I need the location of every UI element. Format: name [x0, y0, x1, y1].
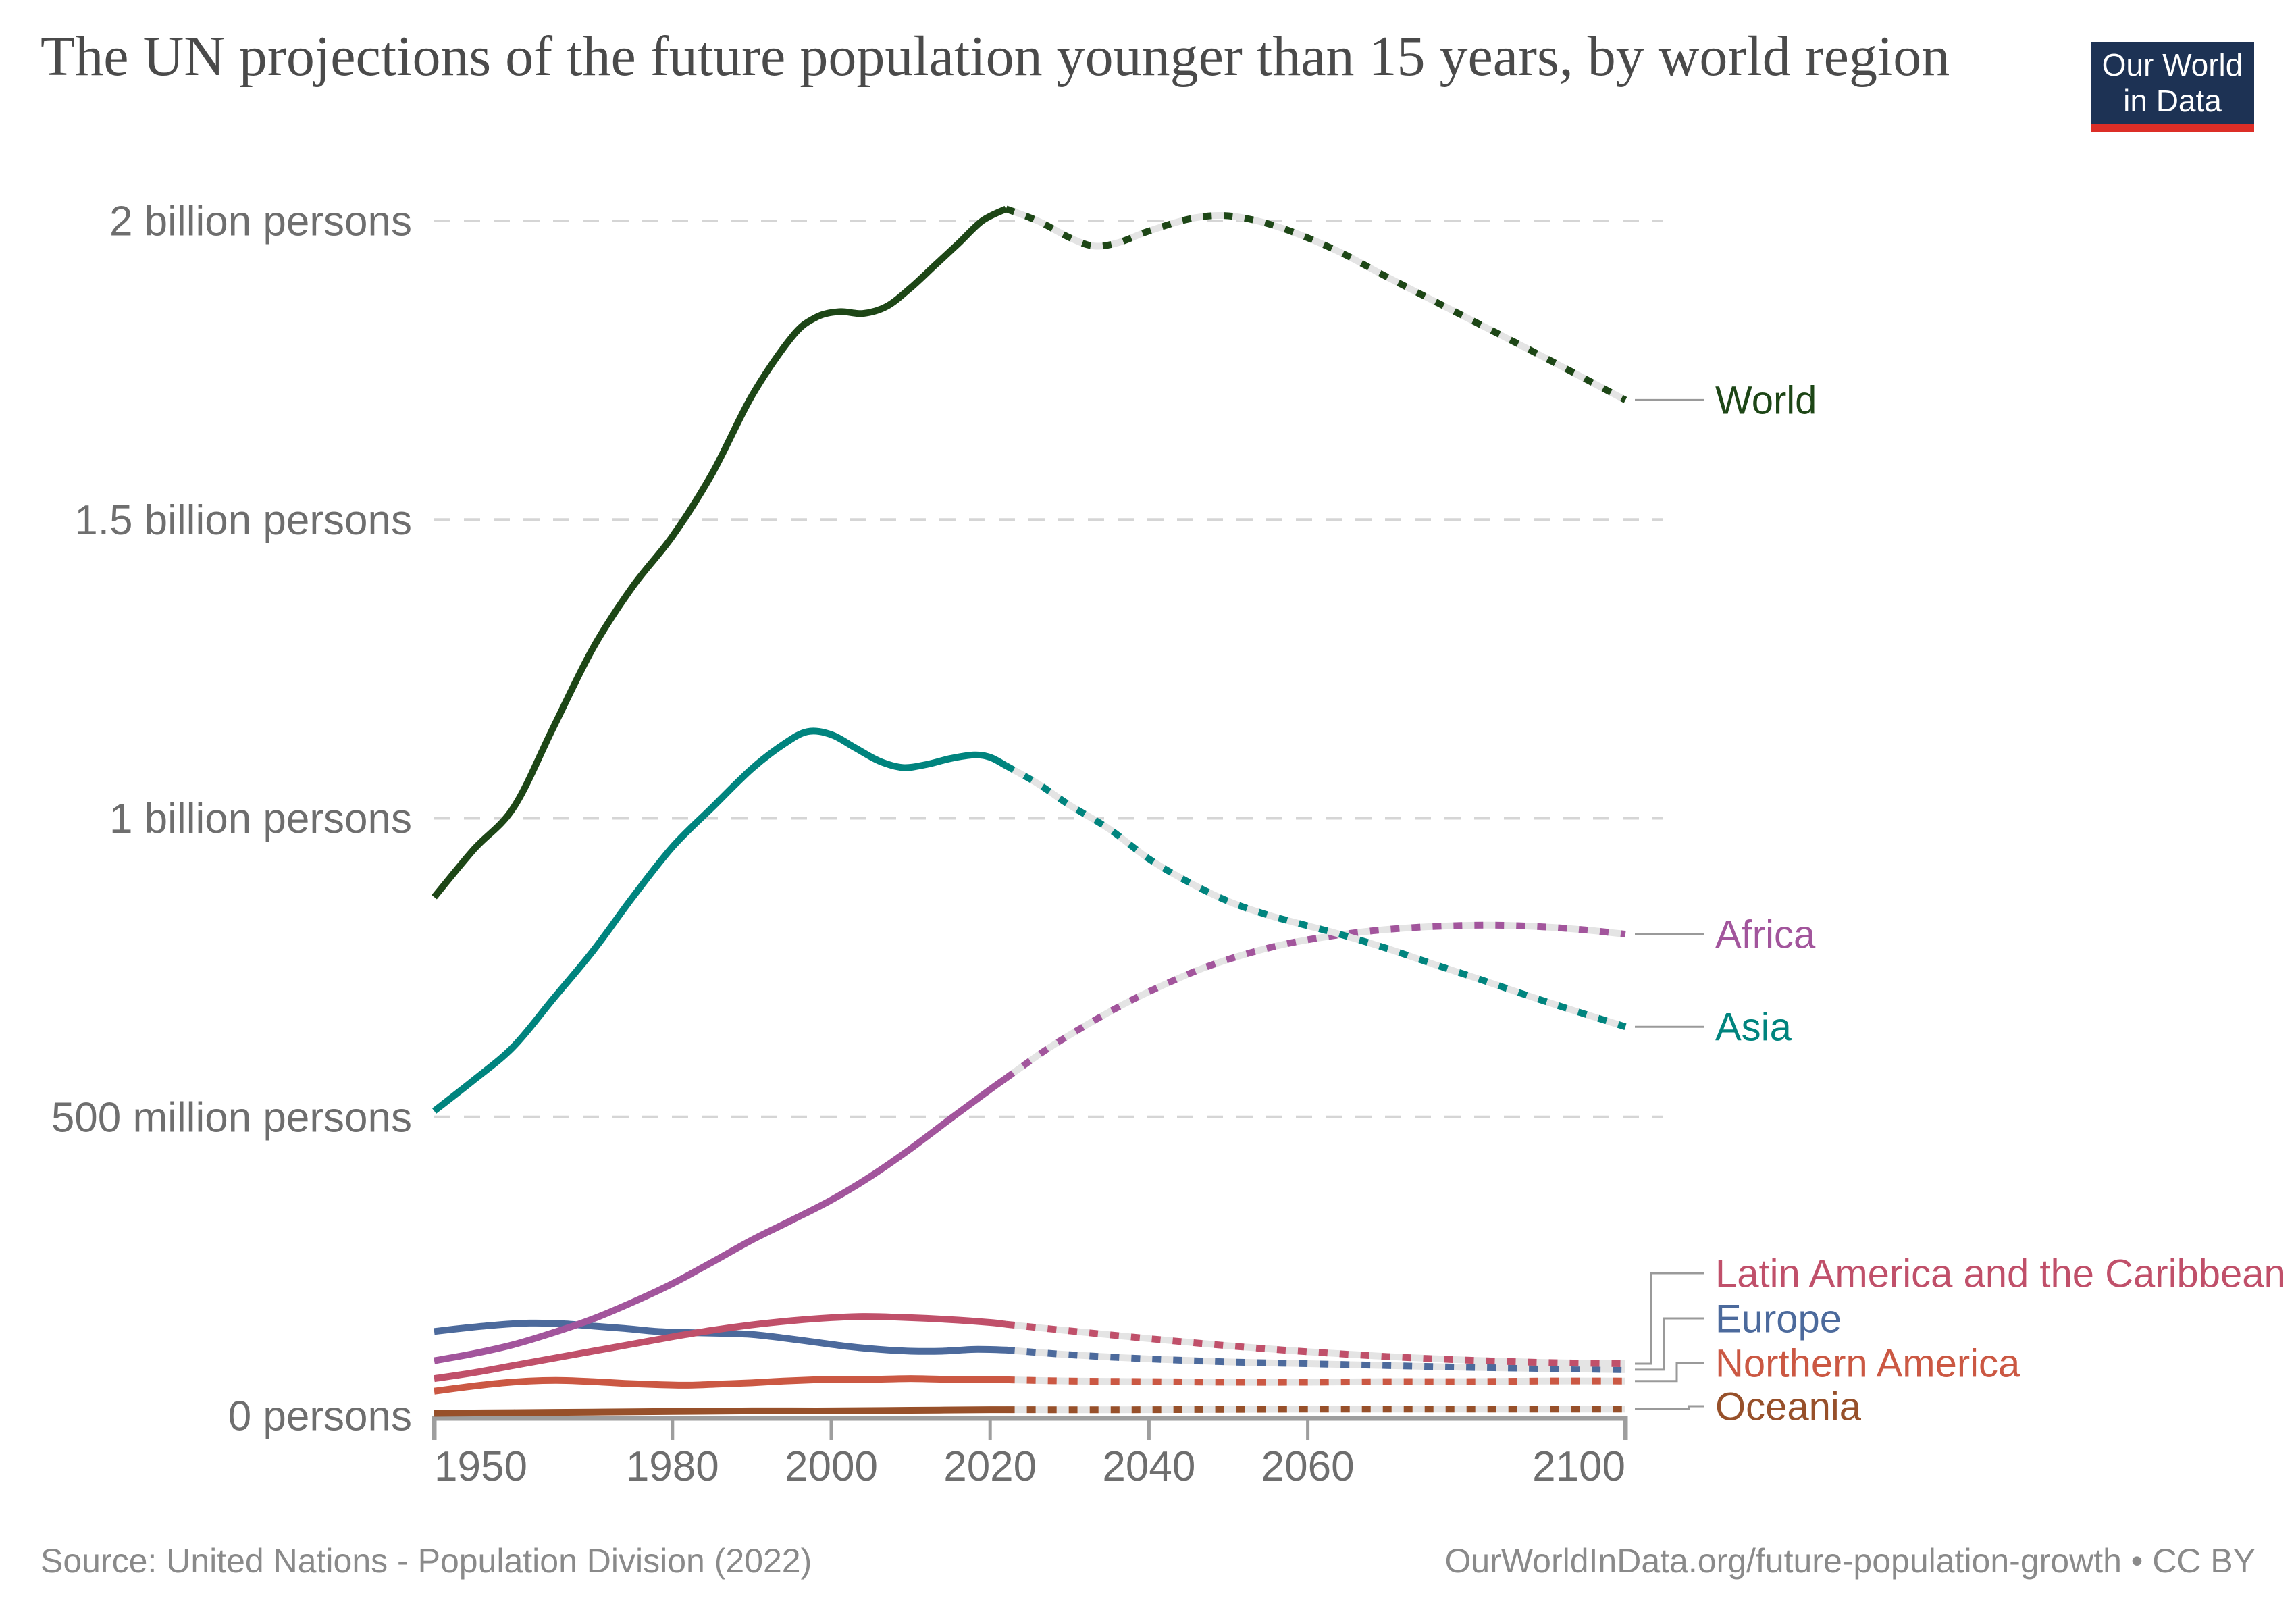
- x-axis-line: [432, 1416, 1628, 1440]
- series-label-europe[interactable]: Europe: [1715, 1297, 1842, 1341]
- europe-line-estimate: [434, 1319, 1006, 1355]
- source-note: Source: United Nations - Population Divi…: [41, 1542, 812, 1580]
- world-line-estimate: [432, 205, 1008, 900]
- y-axis-label-500m: 500 million persons: [51, 1094, 412, 1141]
- oceania-label-connector: [1635, 1405, 1704, 1410]
- series-label-latin-america-and-the-caribbean[interactable]: Latin America and the Caribbean: [1715, 1252, 2286, 1295]
- latin-america-and-the-caribbean-line-projection-underlay: [1006, 1320, 1626, 1368]
- latin-america-and-the-caribbean-line-estimate: [434, 1313, 1007, 1383]
- world-line-projected: [1004, 205, 1627, 403]
- asia-line-estimate: [432, 727, 1008, 1114]
- series-label-oceania[interactable]: Oceania: [1715, 1385, 1862, 1429]
- x-axis-label-1980: 1980: [626, 1443, 719, 1490]
- credit-link[interactable]: OurWorldInData.org/future-population-gro…: [1444, 1542, 2255, 1580]
- europe-label-connector: [1635, 1317, 1704, 1371]
- y-axis-label-2000m: 2 billion persons: [109, 199, 412, 245]
- northern-america-label-connector: [1635, 1362, 1704, 1383]
- x-axis-label-2060: 2060: [1261, 1443, 1355, 1490]
- asia-line-projection-underlay: [1004, 763, 1627, 1030]
- owid-logo-box: Our World in Data: [2091, 42, 2254, 124]
- chart-title: The UN projections of the future populat…: [41, 25, 1950, 88]
- latin-america-and-the-caribbean-label-connector: [1635, 1272, 1704, 1365]
- x-axis-label-2100: 2100: [1532, 1443, 1625, 1490]
- oceania-line-projected: [1006, 1406, 1625, 1414]
- owid-logo-line2: in Data: [2123, 82, 2222, 118]
- y-axis-label-0m: 0 persons: [228, 1393, 412, 1440]
- series-label-asia[interactable]: Asia: [1715, 1005, 1792, 1049]
- y-axis-label-1000m: 1 billion persons: [109, 796, 412, 842]
- northern-america-line-estimate: [434, 1375, 1006, 1395]
- x-axis-label-2040: 2040: [1102, 1443, 1195, 1490]
- series-label-northern-america[interactable]: Northern America: [1715, 1341, 2020, 1385]
- chart-footer: Source: United Nations - Population Divi…: [0, 1535, 2296, 1589]
- africa-line-projected: [1003, 921, 1626, 1081]
- x-axis-label-1950: 1950: [434, 1443, 527, 1490]
- y-axis-label-1500m: 1.5 billion persons: [74, 497, 412, 544]
- oceania-line-estimate: [434, 1406, 1006, 1417]
- northern-america-line-projected: [1006, 1376, 1626, 1386]
- europe-line-projection-underlay: [1006, 1346, 1626, 1373]
- africa-line-estimate: [434, 1075, 1008, 1364]
- series-label-africa[interactable]: Africa: [1715, 912, 1816, 956]
- x-axis-label-2000: 2000: [785, 1443, 878, 1490]
- x-axis-label-2020: 2020: [943, 1443, 1037, 1490]
- owid-logo-red-bar: [2091, 124, 2254, 132]
- series-label-world[interactable]: World: [1715, 379, 1817, 423]
- africa-line-projection-underlay: [1003, 921, 1626, 1081]
- owid-logo[interactable]: Our World in Data: [2091, 42, 2254, 132]
- world-line-projection-underlay: [1004, 205, 1627, 403]
- owid-logo-line1: Our World: [2102, 47, 2243, 82]
- asia-line-projected: [1004, 763, 1627, 1030]
